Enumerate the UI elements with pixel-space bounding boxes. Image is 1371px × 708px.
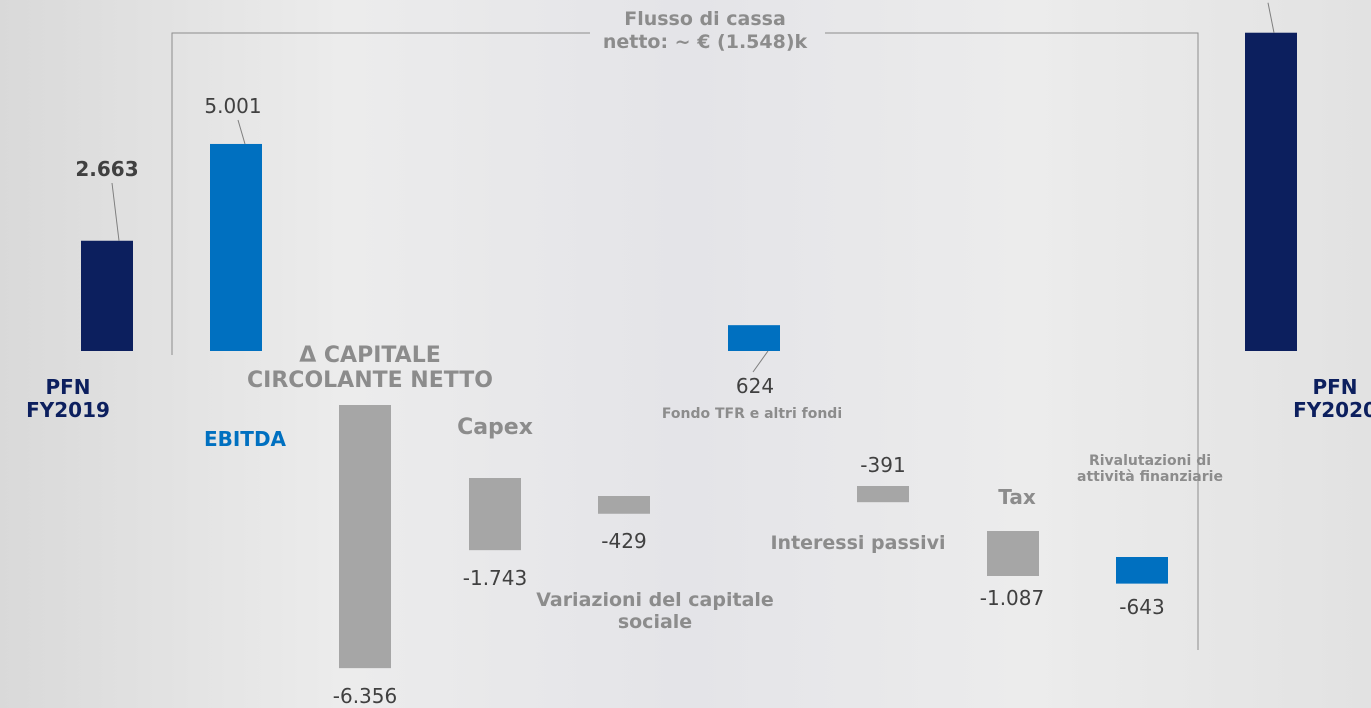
bar (728, 325, 780, 351)
bar (339, 405, 391, 669)
value-label: -643 (1119, 595, 1165, 619)
leader-line (237, 119, 246, 145)
leader-line (111, 182, 120, 241)
category-label: EBITDA (203, 427, 287, 451)
bracket (171, 32, 590, 355)
chart-title: Flusso di cassa netto: ~ € (1.548)k (602, 8, 808, 53)
value-label: 5.001 (204, 94, 262, 118)
bar (81, 240, 133, 351)
category-label: Variazioni del capitale sociale (536, 589, 774, 633)
value-label: -6.356 (332, 684, 398, 708)
bar (857, 486, 909, 503)
value-label: 2.663 (75, 157, 139, 181)
bracket (825, 32, 1199, 650)
leader-line (752, 350, 769, 373)
value-label: -429 (601, 529, 647, 553)
category-label: Fondo TFR e altri fondi (661, 406, 843, 422)
bar (1245, 32, 1297, 352)
leader-line (1267, 2, 1275, 33)
category-label: Tax (998, 485, 1036, 509)
bar (598, 496, 650, 514)
category-label: Interessi passivi (770, 532, 946, 554)
bar (987, 531, 1039, 577)
value-label: -1.087 (979, 586, 1045, 610)
category-label: Rivalutazioni di attività finanziarie (1077, 453, 1223, 486)
bar (210, 143, 262, 351)
bar (1116, 557, 1168, 584)
bar (469, 478, 521, 551)
category-label: Δ CAPITALE CIRCOLANTE NETTO (247, 343, 493, 394)
value-label: 624 (735, 374, 775, 398)
value-label: -1.743 (462, 566, 528, 590)
category-label: Capex (457, 415, 533, 440)
category-label: PFN FY2020 (1293, 375, 1371, 422)
category-label: PFN FY2019 (26, 375, 110, 422)
value-label: -391 (860, 453, 906, 477)
